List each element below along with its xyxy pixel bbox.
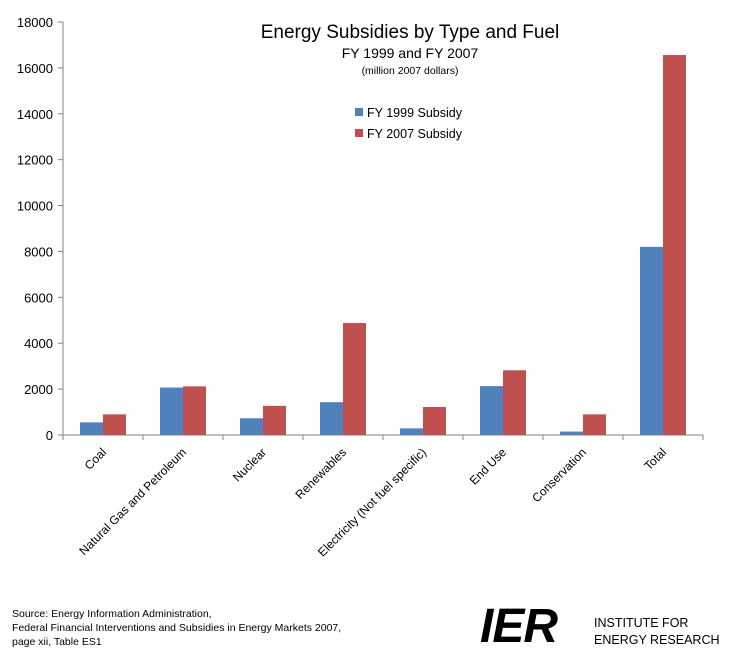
- bar-fy1999: [480, 386, 503, 435]
- legend-swatch: [355, 129, 363, 137]
- chart-title: Energy Subsidies by Type and Fuel: [261, 22, 560, 43]
- ier-logo: IER INSTITUTE FOR ENERGY RESEARCH: [480, 600, 730, 653]
- bar-fy2007: [583, 414, 606, 435]
- bar-fy2007: [503, 370, 526, 435]
- bar-fy1999: [400, 428, 423, 435]
- legend-swatch: [355, 108, 363, 116]
- bar-fy2007: [103, 414, 126, 435]
- source-note: Source: Energy Information Administratio…: [12, 607, 341, 649]
- legend-label: FY 2007 Subsidy: [367, 127, 463, 141]
- x-tick-label: Total: [641, 445, 669, 473]
- bar-fy1999: [160, 387, 183, 435]
- y-tick-label: 18000: [17, 15, 53, 30]
- bar-fy1999: [640, 246, 663, 435]
- bar-fy2007: [663, 55, 686, 435]
- bar-fy2007: [423, 407, 446, 435]
- x-tick-label: Coal: [82, 445, 109, 472]
- chart-units-note: (million 2007 dollars): [362, 65, 459, 77]
- chart-axes: 0 2000 4000 6000 8000 10000 12000 14000 16000 180…: [17, 15, 704, 443]
- source-line: page xii, Table ES1: [12, 636, 102, 648]
- y-tick-label: 10000: [17, 199, 53, 214]
- y-tick-label: 8000: [24, 244, 53, 259]
- bar-fy2007: [343, 323, 366, 435]
- bar-fy1999: [240, 418, 263, 435]
- y-tick-label: 12000: [17, 153, 53, 168]
- y-tick-label: 4000: [24, 336, 53, 351]
- chart-bars: [80, 55, 686, 435]
- y-tick-label: 14000: [17, 107, 53, 122]
- chart: 0 2000 4000 6000 8000 10000 12000 14000 16000 180…: [17, 15, 704, 559]
- bar-fy2007: [183, 386, 206, 435]
- ier-logo-mark: IER: [480, 600, 558, 648]
- legend-label: FY 1999 Subsidy: [367, 106, 463, 120]
- bar-fy1999: [320, 402, 343, 435]
- y-tick-label: 16000: [17, 61, 53, 76]
- y-tick-label: 2000: [24, 382, 53, 397]
- ier-logo-line1: INSTITUTE FOR: [594, 616, 688, 630]
- bar-fy1999: [560, 431, 583, 435]
- bar-fy2007: [263, 405, 286, 435]
- chart-legend: FY 1999 Subsidy FY 2007 Subsidy: [355, 106, 463, 141]
- bar-fy1999: [80, 422, 103, 435]
- ier-logo-line2: ENERGY RESEARCH: [594, 633, 720, 647]
- y-tick-label: 0: [46, 428, 53, 443]
- y-tick-label: 6000: [24, 290, 53, 305]
- x-tick-label: Nuclear: [230, 445, 269, 484]
- x-tick-label: End Use: [467, 445, 510, 488]
- source-line: Source: Energy Information Administratio…: [12, 608, 212, 620]
- ier-logo-graphic: IER INSTITUTE FOR ENERGY RESEARCH: [480, 600, 720, 653]
- x-tick-label: Conservation: [529, 445, 589, 505]
- source-line: Federal Financial Interventions and Subs…: [12, 622, 342, 634]
- chart-subtitle: FY 1999 and FY 2007: [342, 45, 479, 61]
- x-tick-label: Renewables: [293, 445, 350, 502]
